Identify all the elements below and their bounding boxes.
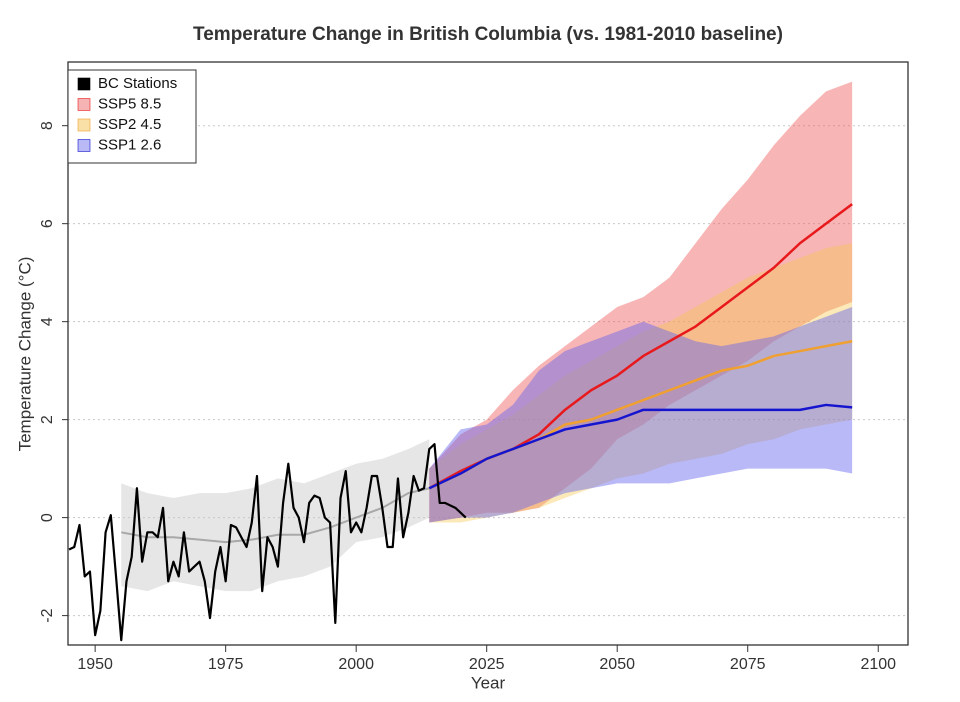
y-tick-label: 2	[39, 415, 56, 424]
legend-swatch	[77, 139, 91, 152]
series-line	[428, 403, 853, 490]
plot-frame	[67, 61, 909, 646]
y-tick-label: -2	[39, 608, 56, 622]
x-tick-label: 2050	[599, 656, 635, 673]
uncertainty-band	[121, 439, 430, 592]
legend-label: SSP5 8.5	[98, 95, 161, 112]
uncertainty-band	[429, 81, 853, 523]
legend-swatch	[77, 118, 91, 132]
y-tick-label: 6	[39, 219, 56, 228]
uncertainty-band	[429, 306, 853, 523]
y-tick-label: 4	[39, 317, 56, 326]
x-tick-label: 2025	[469, 656, 505, 673]
legend-label: SSP2 4.5	[98, 116, 161, 133]
x-axis-label: Year	[471, 673, 506, 692]
legend-swatch	[77, 77, 91, 91]
x-tick-label: 1950	[77, 656, 113, 673]
x-tick-label: 2100	[860, 656, 896, 673]
series-line	[68, 443, 467, 642]
x-tick-label: 2000	[338, 656, 374, 673]
legend-label: BC Stations	[98, 75, 177, 92]
y-axis-label: Temperature Change (°C)	[15, 257, 34, 452]
y-tick-label: 8	[39, 121, 56, 130]
chart-title: Temperature Change in British Columbia (…	[193, 24, 783, 45]
legend-swatch	[77, 98, 91, 111]
x-tick-label: 1975	[208, 656, 244, 673]
x-tick-label: 2075	[730, 656, 766, 673]
legend-label: SSP1 2.6	[98, 136, 161, 153]
y-tick-label: 0	[39, 513, 56, 522]
plot-area	[68, 81, 853, 642]
uncertainty-band	[429, 243, 853, 523]
